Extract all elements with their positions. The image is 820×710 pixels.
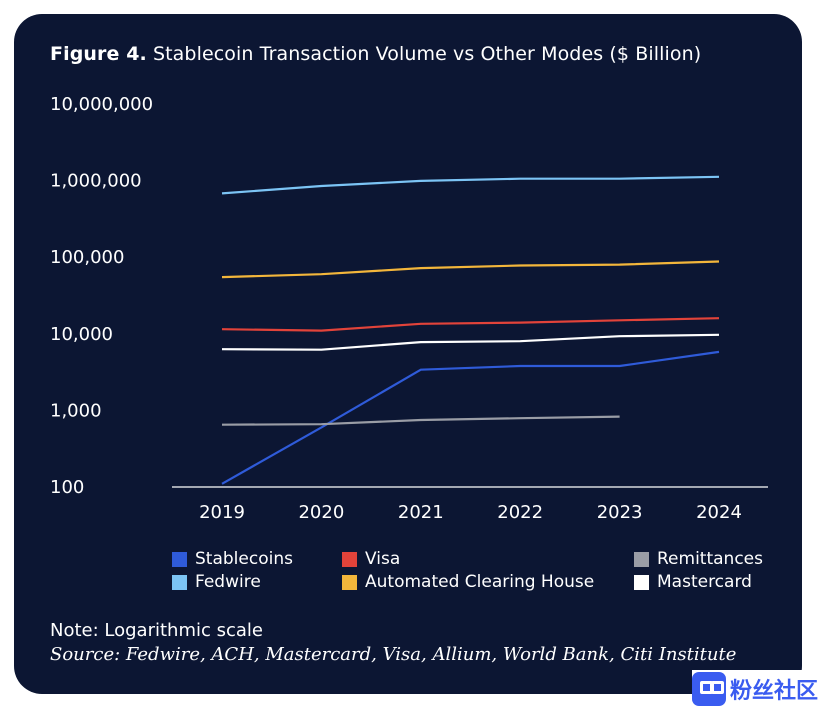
- watermark: 粉丝社区: [692, 670, 818, 708]
- watermark-logo-icon: [692, 672, 726, 706]
- x-tick-label: 2023: [597, 502, 643, 523]
- y-tick-label: 100,000: [50, 247, 124, 268]
- chart-source: Source: Fedwire, ACH, Mastercard, Visa, …: [50, 644, 737, 665]
- series-line-mastercard: [221, 333, 720, 351]
- chart-card: [14, 14, 802, 694]
- chart-note: Note: Logarithmic scale: [50, 620, 263, 641]
- x-tick-label: 2021: [398, 502, 444, 523]
- y-tick-label: 100: [50, 477, 84, 498]
- figure-label: Figure 4.: [50, 43, 147, 65]
- y-tick-label: 10,000: [50, 324, 113, 345]
- series-line-stablecoins: [221, 350, 720, 485]
- watermark-text: 粉丝社区: [730, 679, 819, 704]
- series-line-automated-clearing-house: [221, 260, 720, 279]
- x-tick-label: 2022: [497, 502, 543, 523]
- x-tick-label: 2024: [696, 502, 742, 523]
- y-tick-label: 10,000,000: [50, 94, 153, 115]
- series-line-remittances: [221, 415, 620, 426]
- x-tick-label: 2019: [199, 502, 245, 523]
- series-line-fedwire: [221, 175, 720, 195]
- figure-title-text: Stablecoin Transaction Volume vs Other M…: [152, 43, 702, 65]
- series-line-visa: [221, 317, 720, 332]
- y-tick-label: 1,000,000: [50, 171, 142, 192]
- x-tick-label: 2020: [298, 502, 344, 523]
- y-tick-label: 1,000: [50, 400, 102, 421]
- chart-title: Figure 4. Stablecoin Transaction Volume …: [50, 43, 701, 65]
